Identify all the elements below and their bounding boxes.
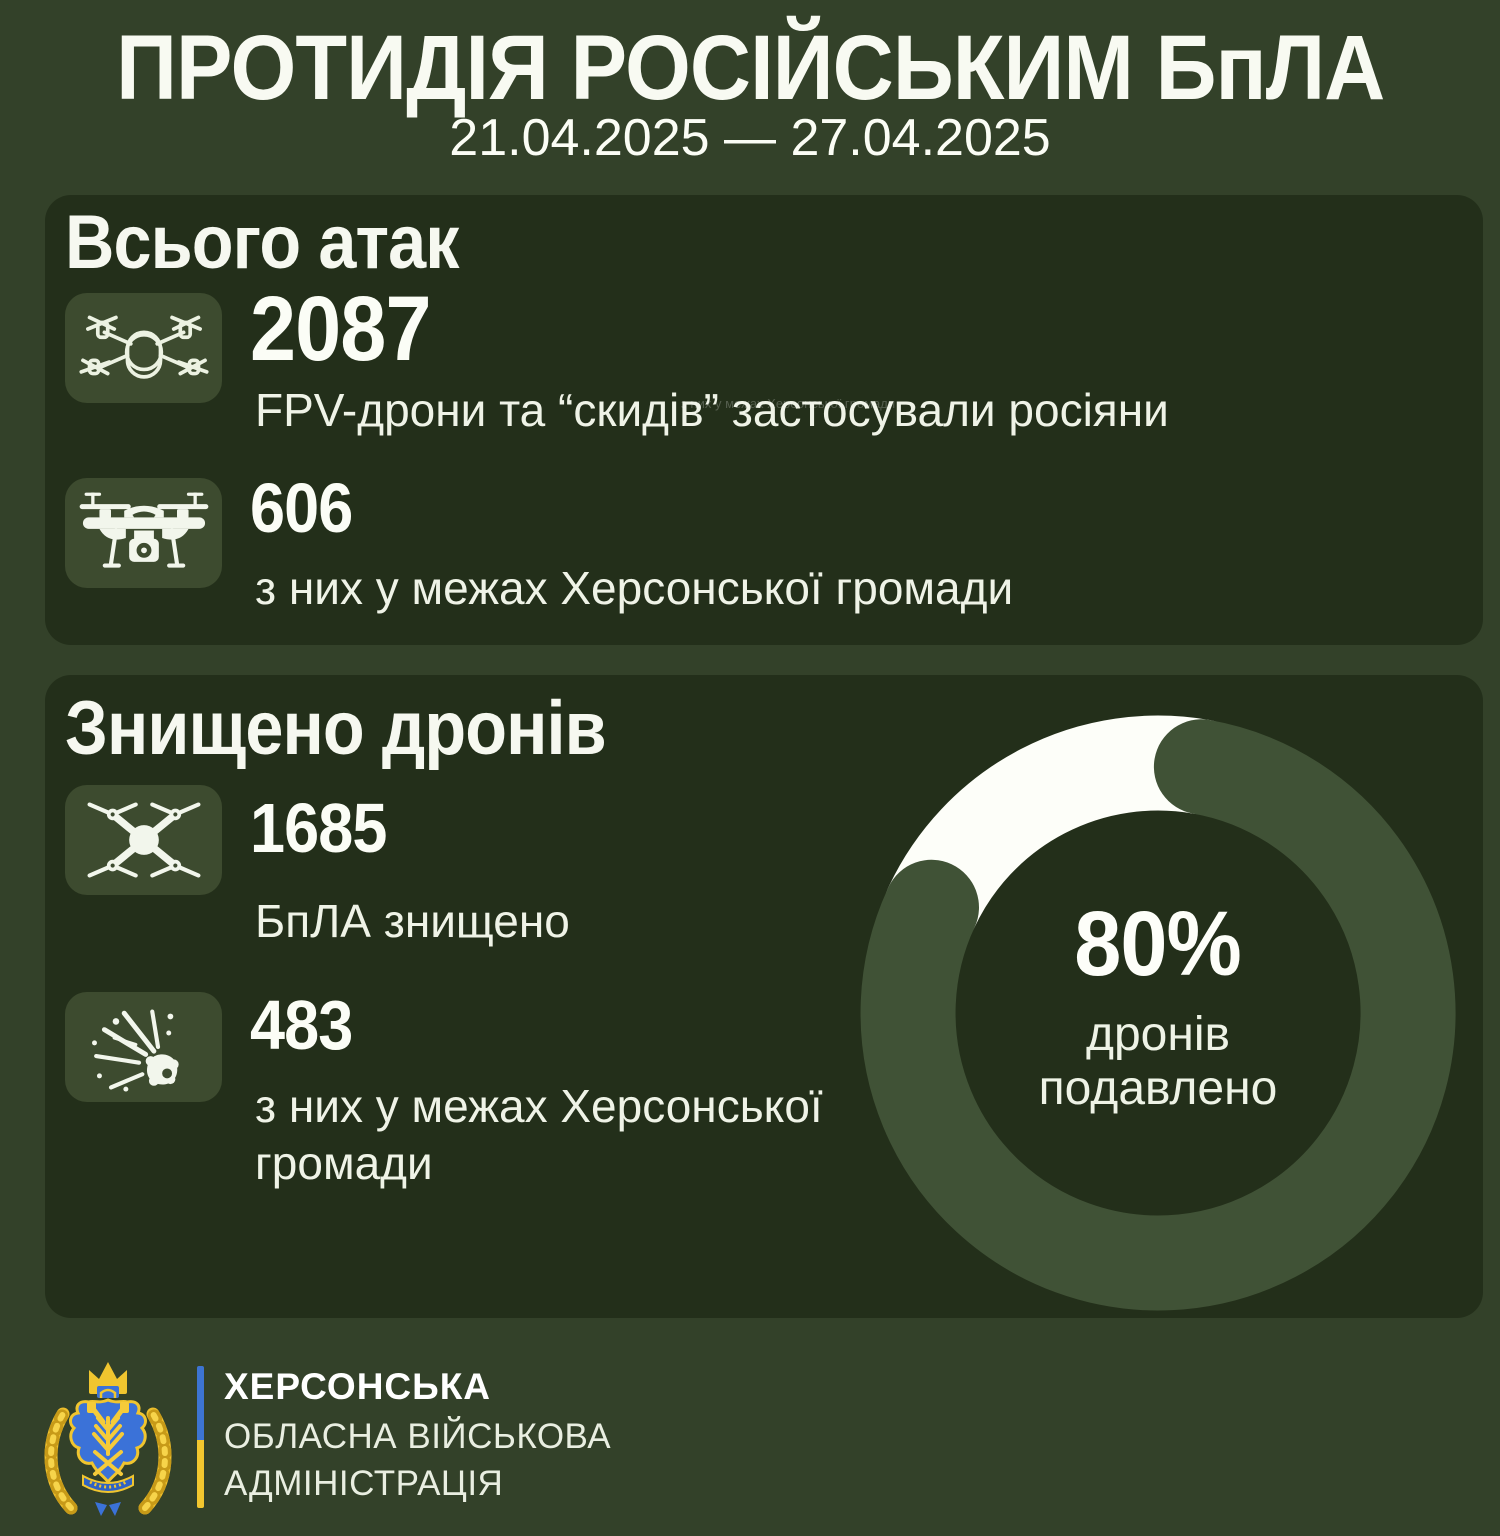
attacks-panel: Всього атак 2087 FPV-дрони та “скидів — [45, 195, 1483, 645]
camera-drone-tile — [65, 478, 222, 588]
org-line-3: АДМІНІСТРАЦІЯ — [224, 1464, 504, 1503]
explosion-icon — [91, 1009, 179, 1092]
destroyed-heading: Знищено дронів — [65, 686, 607, 771]
org-line-1: ХЕРСОНСЬКА — [224, 1366, 492, 1407]
date-range: 21.04.2025 — 27.04.2025 — [449, 109, 1051, 167]
flag-divider — [197, 1366, 204, 1508]
stat-destroyed-hromada-label: з них у межах Херсонської громади — [255, 1080, 823, 1190]
org-line-2: ОБЛАСНА ВІЙСЬКОВА — [224, 1417, 612, 1456]
stat-attacks-hromada: 606 — [250, 469, 353, 547]
page-title: ПРОТИДІЯ РОСІЙСЬКИМ БпЛА — [0, 22, 1500, 114]
suppressed-donut-chart — [860, 715, 1456, 1311]
camera-drone-icon — [79, 492, 208, 568]
stat-destroyed-hromada: 483 — [250, 986, 353, 1064]
donut-caption: дронів подавлено — [1038, 1008, 1278, 1115]
donut-percent: 80% — [1074, 893, 1243, 996]
organization-name: ХЕРСОНСЬКА ОБЛАСНА ВІЙСЬКОВА АДМІНІСТРАЦ… — [224, 1368, 611, 1513]
stat-destroyed-total-label: БпЛА знищено — [255, 895, 570, 947]
page-title-text: ПРОТИДІЯ РОСІЙСЬКИМ БпЛА — [115, 17, 1385, 119]
quadcopter-tile — [65, 785, 222, 895]
stat-total-attacks: 2087 — [250, 278, 432, 380]
stat-attacks-hromada-label: з них у межах Херсонської громади — [255, 562, 1014, 614]
fpv-drone-tile — [65, 293, 222, 403]
stat-destroyed-total: 1685 — [250, 789, 387, 867]
quadcopter-icon — [86, 802, 201, 878]
kherson-coat-of-arms — [44, 1362, 172, 1516]
attacks-heading: Всього атак — [65, 200, 459, 285]
explosion-tile — [65, 992, 222, 1102]
fpv-drone-icon — [78, 315, 209, 379]
stat-total-attacks-label: FPV-дрони та “скидів” застосували росіян… — [255, 384, 1169, 436]
destroyed-panel: Знищено дронів — [45, 675, 1483, 1318]
donut-center-label: 80% дронів подавлено — [838, 687, 1478, 1327]
